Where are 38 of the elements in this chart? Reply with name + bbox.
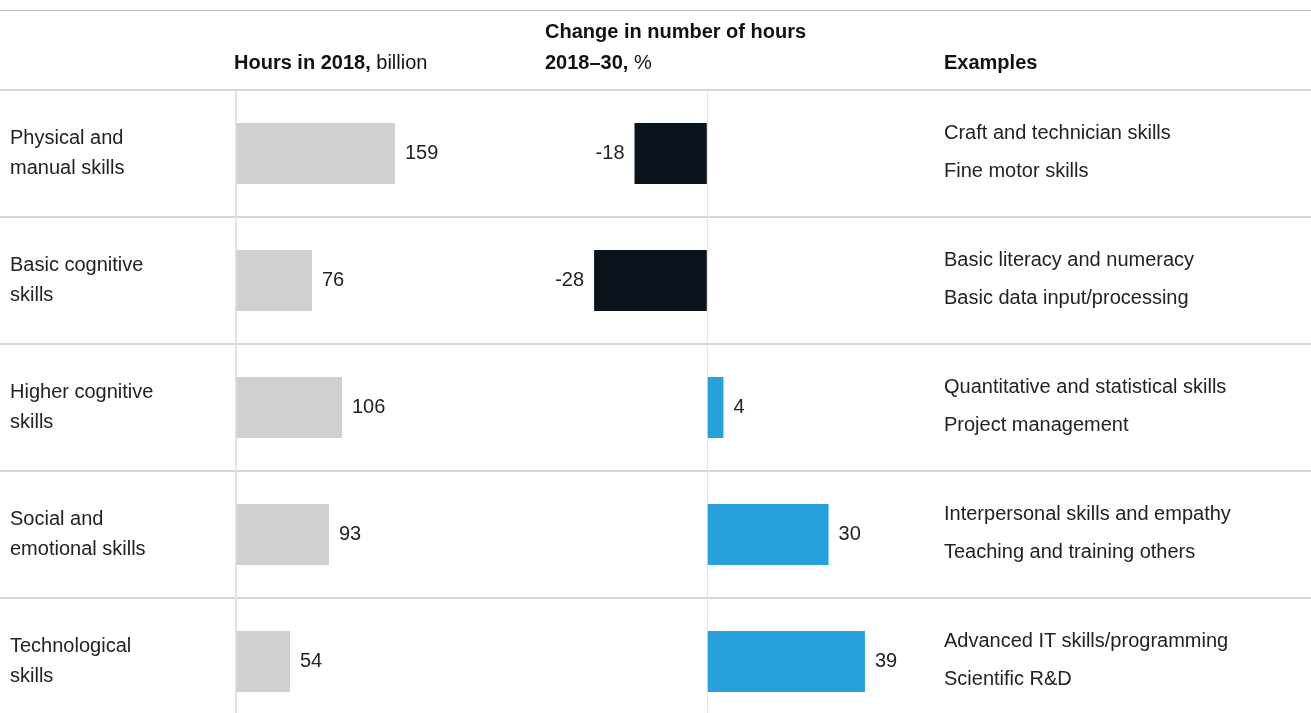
y-tick-label: Technological skills: [10, 634, 132, 687]
data-label: 76: [322, 268, 345, 291]
data-label: 159: [405, 141, 439, 164]
data-label: -28: [555, 268, 585, 291]
text: Basic data input/processing: [944, 284, 1189, 309]
text: Scientific R&D: [944, 665, 1072, 690]
bar: [594, 250, 707, 311]
text: Fine motor skills: [944, 157, 1089, 182]
bar: [236, 250, 312, 311]
text: Advanced IT skills/programming: [944, 627, 1229, 652]
text: Project management: [944, 411, 1129, 436]
y-tick-label: Social and emotional skills: [10, 507, 146, 560]
data-label: 30: [838, 522, 861, 545]
bar: [236, 504, 329, 565]
text: Teaching and training others: [944, 538, 1196, 563]
bar: [236, 377, 342, 438]
data-label: 106: [352, 395, 386, 418]
data-label: 39: [874, 649, 898, 672]
bar: [236, 123, 395, 184]
text: Quantitative and statistical skills: [944, 373, 1227, 398]
bar: [707, 504, 829, 565]
chart-title: Change in number of hours 2018–30, %: [545, 19, 808, 75]
text: Craft and technician skills: [944, 119, 1171, 144]
y-tick-label: Higher cognitive skills: [10, 380, 154, 433]
text: Interpersonal skills and empathy: [944, 500, 1231, 525]
y-tick-label: Basic cognitive skills: [10, 253, 144, 306]
bar: [707, 631, 865, 692]
data-label: -18: [595, 141, 625, 164]
data-label: 4: [733, 395, 745, 418]
bar: [236, 631, 290, 692]
text: Basic literacy and numeracy: [944, 246, 1195, 271]
chart-title: Hours in 2018, billion: [234, 50, 428, 75]
y-tick-label: Physical and manual skills: [10, 126, 125, 179]
data-label: 54: [300, 649, 323, 672]
text: Examples: [944, 51, 1038, 73]
data-label: 93: [339, 522, 362, 545]
bar: [707, 377, 724, 438]
bar: [634, 123, 707, 184]
